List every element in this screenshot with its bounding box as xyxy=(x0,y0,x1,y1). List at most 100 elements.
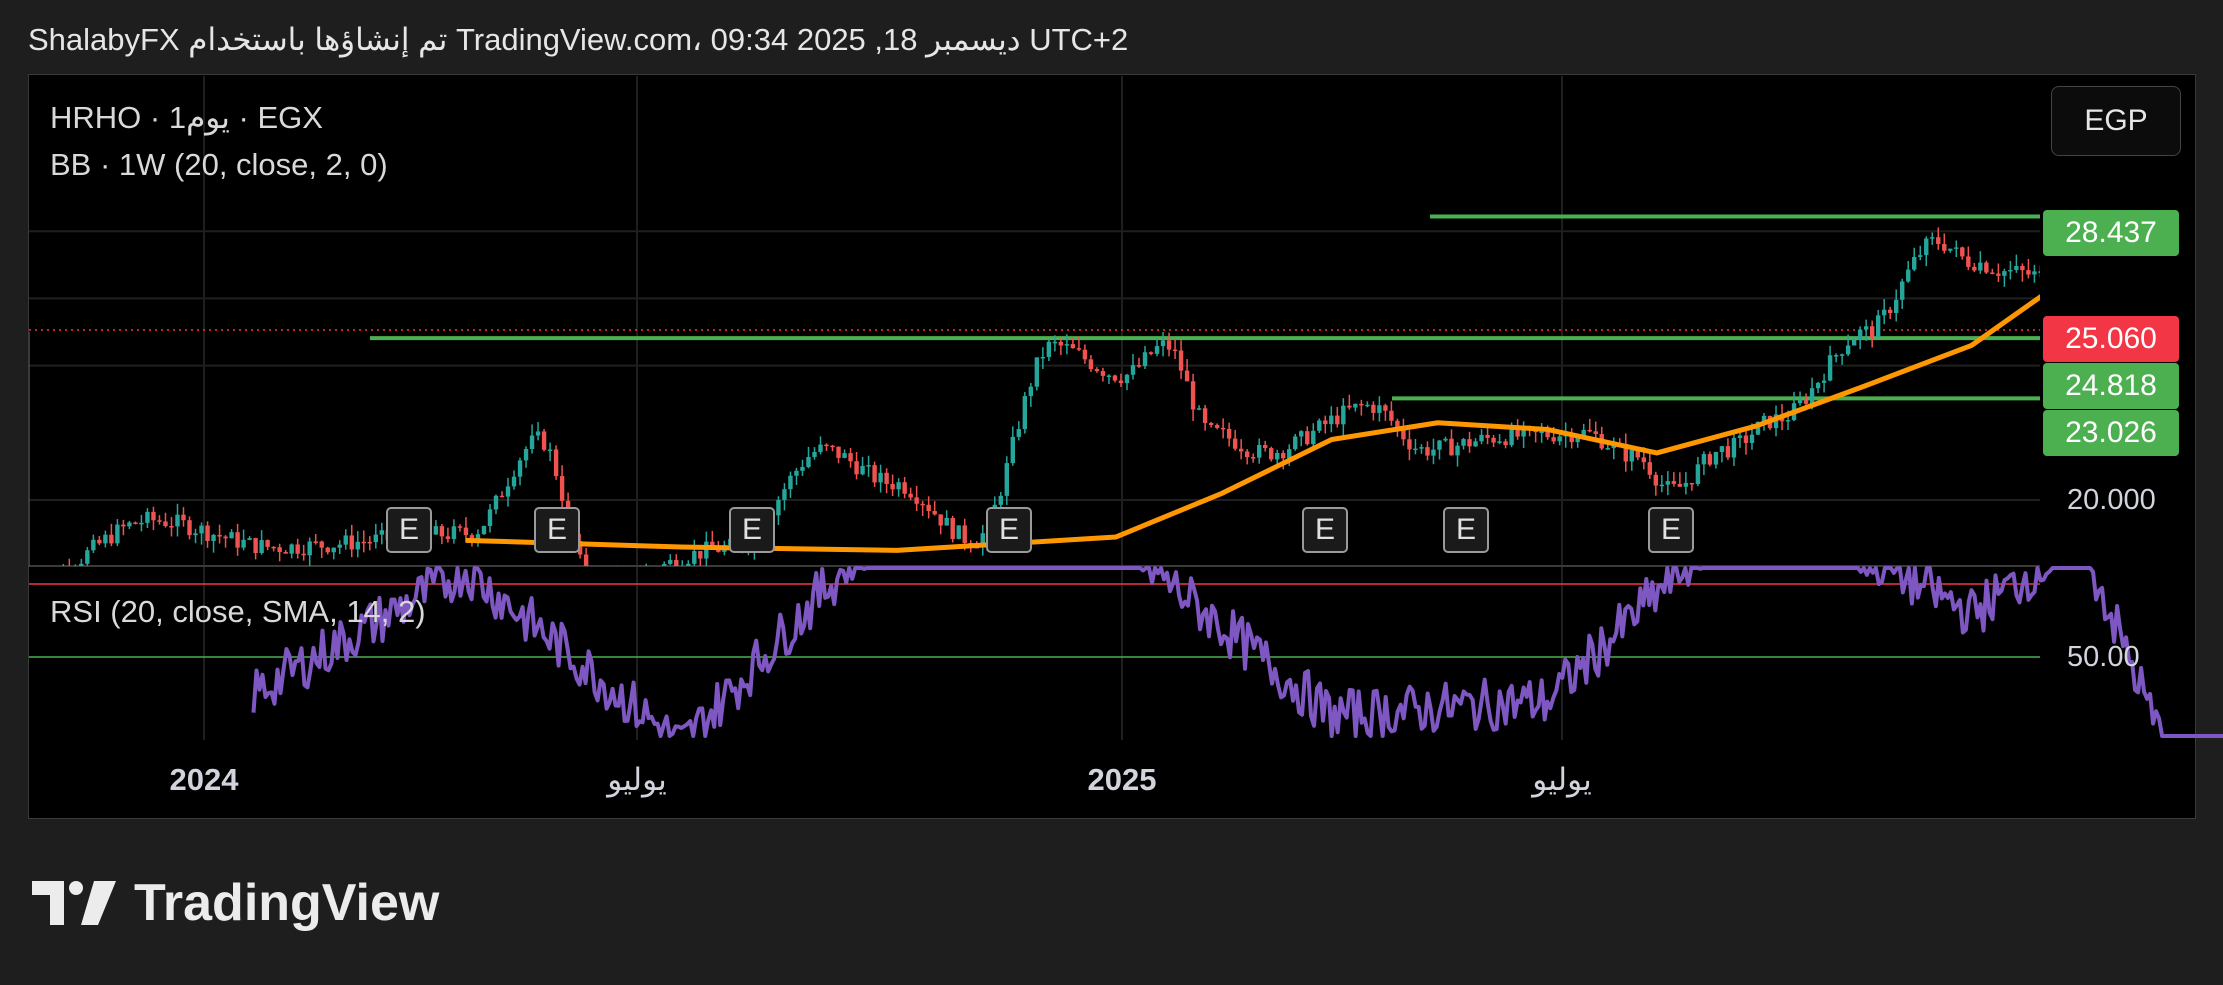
candle-body xyxy=(1671,481,1677,484)
currency-button[interactable]: EGP xyxy=(2051,86,2181,156)
candle-body xyxy=(590,581,594,591)
candle-body xyxy=(1990,272,1995,275)
candle-body xyxy=(163,521,168,527)
candle-body xyxy=(1220,427,1226,430)
candle-body xyxy=(1022,396,1028,430)
price-tag-resistance: 28.437 xyxy=(2043,210,2179,256)
candle-body xyxy=(1202,408,1208,423)
candle-body xyxy=(1238,448,1244,452)
candle-body xyxy=(1347,405,1352,408)
candle-body xyxy=(493,495,499,510)
rsi-axis-label: 50.00 xyxy=(2067,641,2140,673)
earnings-badge[interactable]: E xyxy=(1302,507,1348,553)
candle-body xyxy=(1046,341,1052,357)
candle-body xyxy=(824,444,829,447)
candle-body xyxy=(481,526,487,535)
candle-body xyxy=(650,570,654,572)
candle-body xyxy=(1737,435,1743,438)
candle-body xyxy=(1575,437,1580,443)
candle-body xyxy=(1593,431,1598,435)
candle-body xyxy=(1034,357,1040,387)
candle-body xyxy=(2140,195,2144,209)
candle-body xyxy=(505,486,511,497)
candle-body xyxy=(1226,428,1232,439)
candle-body xyxy=(1449,438,1454,456)
candle-body xyxy=(37,588,41,590)
candle-body xyxy=(596,579,600,591)
earnings-badge[interactable]: E xyxy=(729,507,775,553)
candle-body xyxy=(85,550,90,564)
candle-body xyxy=(139,522,144,525)
candle-body xyxy=(2044,271,2048,285)
candle-body xyxy=(962,525,967,544)
candle-body xyxy=(1881,309,1887,316)
candle-body xyxy=(1936,237,1941,244)
candle-body xyxy=(187,520,192,536)
earnings-badge[interactable]: E xyxy=(1443,507,1489,553)
candle-body xyxy=(1281,452,1286,459)
candle-body xyxy=(1677,483,1683,487)
candle-body xyxy=(608,581,612,589)
candle-body xyxy=(1809,388,1815,404)
candle-body xyxy=(451,526,457,539)
earnings-badge[interactable]: E xyxy=(986,507,1032,553)
tradingview-logo: TradingView xyxy=(32,873,439,933)
candle-body xyxy=(301,553,306,556)
candle-body xyxy=(830,445,835,448)
candle-body xyxy=(1707,454,1713,465)
earnings-badge[interactable]: E xyxy=(534,507,580,553)
candle-body xyxy=(1797,400,1803,404)
candle-body xyxy=(896,482,901,490)
candle-body xyxy=(1942,243,1947,251)
candle-body xyxy=(211,534,216,541)
candle-body xyxy=(169,526,174,528)
candle-body xyxy=(698,551,703,559)
candle-body xyxy=(2050,285,2054,287)
candle-body xyxy=(1269,448,1274,460)
candle-body xyxy=(1305,431,1310,445)
candle-body xyxy=(2056,285,2060,287)
candle-body xyxy=(1401,426,1406,440)
candle-body xyxy=(1900,281,1905,300)
candle-body xyxy=(1244,451,1250,458)
candle-body xyxy=(1960,247,1965,257)
rsi-indicator-legend[interactable]: RSI (20, close, SMA, 14, 2) xyxy=(50,594,426,629)
candle-body xyxy=(223,536,228,539)
candle-body xyxy=(1587,429,1592,432)
candle-body xyxy=(782,489,787,500)
candle-body xyxy=(1653,474,1659,486)
candle-body xyxy=(794,470,799,476)
candle-body xyxy=(620,573,624,576)
earnings-badge[interactable]: E xyxy=(1648,507,1694,553)
candle-body xyxy=(848,453,853,462)
candle-body xyxy=(1407,439,1412,450)
chart-panel[interactable] xyxy=(28,74,2196,819)
candle-body xyxy=(229,532,234,539)
candle-body xyxy=(181,514,186,521)
candle-body xyxy=(1539,431,1544,434)
candle-body xyxy=(1455,445,1460,456)
candle-body xyxy=(1172,349,1178,352)
candle-body xyxy=(1755,421,1761,435)
candle-body xyxy=(812,451,817,458)
candle-body xyxy=(511,476,517,487)
candle-body xyxy=(1299,431,1304,437)
symbol-legend[interactable]: HRHO · 1يوم · EGX xyxy=(50,100,323,135)
candle-body xyxy=(2194,165,2198,170)
candle-body xyxy=(1389,410,1394,421)
candle-body xyxy=(55,575,59,580)
candle-body xyxy=(1154,346,1160,354)
candle-body xyxy=(1118,380,1124,384)
candle-body xyxy=(2002,271,2007,276)
candle-body xyxy=(2086,263,2090,265)
candle-body xyxy=(1365,404,1370,407)
candle-body xyxy=(1845,345,1851,355)
bb-indicator-legend[interactable]: BB · 1W (20, close, 2, 0) xyxy=(50,147,388,182)
candle-body xyxy=(2074,262,2078,281)
candle-body xyxy=(2200,170,2204,174)
candle-body xyxy=(938,514,943,526)
earnings-badge[interactable]: E xyxy=(386,507,432,553)
candle-body xyxy=(1178,350,1184,371)
candle-body xyxy=(241,539,246,548)
